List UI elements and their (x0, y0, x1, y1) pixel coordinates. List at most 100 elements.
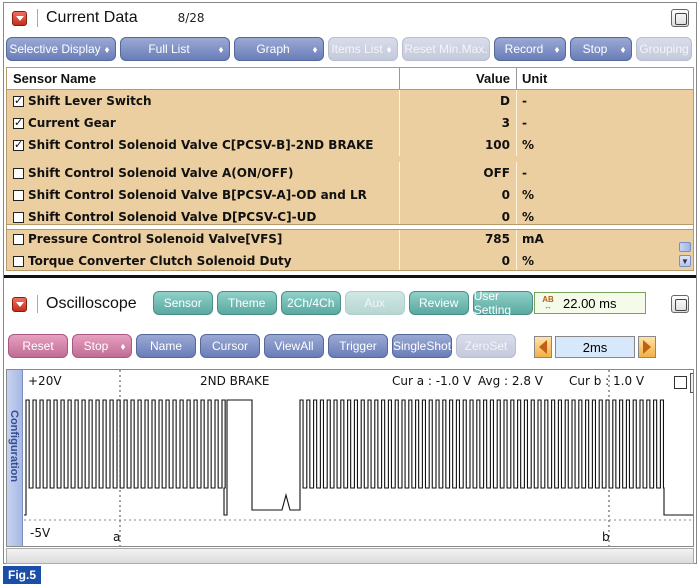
sensor-name: Shift Control Solenoid Valve C[PCSV-B]-2… (28, 138, 374, 152)
table-scrollbar[interactable]: ▼ (678, 236, 692, 270)
tab-user-setting[interactable]: User Setting (472, 289, 533, 317)
graph-button[interactable]: Graph (234, 37, 324, 61)
sensor-name: Current Gear (28, 116, 116, 130)
maximize-current-data-icon[interactable] (671, 9, 689, 27)
tab-review[interactable]: Review (408, 291, 469, 315)
bottom-voltage-label: -5V (30, 526, 51, 540)
row-checkbox[interactable] (13, 255, 24, 267)
viewall-button[interactable]: ViewAll (264, 334, 324, 358)
sensor-name-cell: Shift Control Solenoid Valve D[PCSV-C]-U… (7, 206, 400, 228)
scroll-down-icon[interactable]: ▼ (679, 255, 691, 267)
table-row[interactable]: Shift Control Solenoid Valve A(ON/OFF) OF… (7, 162, 693, 184)
tab-aux[interactable]: Aux (344, 291, 405, 315)
cursor-a-marker: a (113, 530, 121, 544)
scope-option-checkbox[interactable] (674, 376, 687, 389)
row-checkbox[interactable] (13, 116, 24, 129)
timebase-value[interactable]: 2ms (555, 336, 635, 358)
current-data-title: Current Data (46, 9, 138, 26)
sensor-value: D (400, 90, 517, 112)
row-checkbox[interactable] (13, 94, 24, 107)
sensor-table: Sensor Name Value Unit Shift Lever Switc… (6, 67, 694, 271)
items-list-button[interactable]: Items List (328, 37, 398, 61)
oscilloscope-title: Oscilloscope (46, 295, 137, 312)
sensor-name-cell: Current Gear (7, 112, 400, 134)
sensor-name: Torque Converter Clutch Solenoid Duty (28, 254, 292, 268)
record-button[interactable]: Record (494, 37, 566, 61)
current-data-toolbar: Selective DisplayFull ListGraphItems Lis… (6, 37, 692, 63)
figure-label: Fig.5 (3, 566, 41, 584)
sensor-name: Shift Control Solenoid Valve A(ON/OFF) (28, 166, 294, 180)
cursor-button[interactable]: Cursor (200, 334, 260, 358)
current-data-header: Current Data 8/28 (4, 3, 696, 33)
sensor-value: 100 (400, 134, 517, 156)
table-row[interactable]: Current Gear 3- (7, 112, 693, 134)
full-list-button[interactable]: Full List (120, 37, 230, 61)
panel-divider[interactable] (4, 275, 696, 278)
reset-min-max-button[interactable]: Reset Min.Max. (402, 37, 490, 61)
timebase-increase-icon[interactable] (638, 336, 656, 358)
cursor-b-readout: Cur b : 1.0 V (569, 374, 645, 388)
sensor-name-cell: Shift Control Solenoid Valve A(ON/OFF) (7, 162, 400, 184)
waveform-plot[interactable]: +20V 2ND BRAKE Cur a : -1.0 V Avg : 2.8 … (24, 370, 693, 546)
header-separator (37, 295, 38, 313)
item-count: 8/28 (177, 11, 205, 25)
scope-panel-toggle-icon[interactable] (690, 373, 693, 393)
row-checkbox[interactable] (13, 189, 24, 201)
trigger-button[interactable]: Trigger (328, 334, 388, 358)
column-header-sensor-name[interactable]: Sensor Name (7, 68, 400, 89)
waveform-svg (24, 370, 693, 546)
sensor-unit: % (522, 138, 535, 152)
table-row[interactable]: Shift Lever Switch D- (7, 90, 693, 112)
timebase-selector: 2ms (534, 335, 656, 359)
row-checkbox[interactable] (13, 138, 24, 151)
tab-theme[interactable]: Theme (216, 291, 277, 315)
main-window: Current Data 8/28 Selective DisplayFull … (3, 2, 697, 564)
table-row[interactable]: Torque Converter Clutch Solenoid Duty 0% (7, 250, 693, 270)
time-per-div-display: AB ↔ 22.00 ms (534, 292, 646, 314)
sensor-name-cell: Shift Lever Switch (7, 90, 400, 112)
sensor-value: 0 (400, 250, 517, 270)
sensor-unit: - (522, 116, 527, 130)
stop-button[interactable]: Stop (72, 334, 132, 358)
grouping-button[interactable]: Grouping (636, 37, 692, 61)
collapse-current-data-icon[interactable] (12, 10, 27, 26)
scrollbar-thumb[interactable] (679, 242, 691, 252)
zeroset-button[interactable]: ZeroSet (456, 334, 516, 358)
waveform-trace (24, 399, 693, 516)
sensor-value: 3 (400, 112, 517, 134)
average-readout: Avg : 2.8 V (478, 374, 544, 388)
timebase-decrease-icon[interactable] (534, 336, 552, 358)
table-row[interactable]: Shift Control Solenoid Valve B[PCSV-A]-O… (7, 184, 693, 206)
sensor-name-cell: Torque Converter Clutch Solenoid Duty (7, 250, 400, 270)
tab-sensor[interactable]: Sensor (152, 291, 213, 315)
collapse-oscilloscope-icon[interactable] (12, 296, 27, 312)
column-header-value[interactable]: Value (400, 68, 517, 89)
singleshot-button[interactable]: SingleShot (392, 334, 452, 358)
table-row[interactable]: Shift Control Solenoid Valve D[PCSV-C]-U… (7, 206, 693, 228)
oscilloscope-controls: ResetStopNameCursorViewAllTriggerSingleS… (8, 334, 516, 360)
maximize-oscilloscope-icon[interactable] (671, 295, 689, 313)
table-row[interactable]: Shift Control Solenoid Valve C[PCSV-B]-2… (7, 134, 693, 156)
stop-button[interactable]: Stop (570, 37, 632, 61)
oscilloscope-plot-area[interactable]: Configuration +20V 2ND BRAKE Cur a : -1.… (6, 369, 694, 547)
configuration-tab[interactable]: Configuration (7, 370, 23, 546)
oscilloscope-tabs: Sensor Theme 2Ch/4Ch Aux Review User Setting (152, 289, 533, 317)
plot-horizontal-scrollbar[interactable] (6, 548, 694, 564)
column-header-unit[interactable]: Unit (522, 71, 548, 86)
selective-display-button[interactable]: Selective Display (6, 37, 116, 61)
name-button[interactable]: Name (136, 334, 196, 358)
top-voltage-label: +20V (28, 374, 62, 388)
tab-2ch-4ch[interactable]: 2Ch/4Ch (280, 291, 341, 315)
time-per-div-value: 22.00 ms (563, 295, 617, 311)
table-row[interactable]: Pressure Control Solenoid Valve[VFS] 785 m… (7, 228, 693, 250)
row-checkbox[interactable] (13, 211, 24, 223)
sensor-unit: - (522, 94, 527, 108)
header-separator (37, 9, 38, 27)
sensor-value: 0 (400, 184, 517, 206)
row-checkbox[interactable] (13, 167, 24, 179)
sensor-unit: % (522, 254, 535, 268)
reset-button[interactable]: Reset (8, 334, 68, 358)
sensor-name: Pressure Control Solenoid Valve[VFS] (28, 232, 283, 246)
row-checkbox[interactable] (13, 233, 24, 245)
oscilloscope-header: Oscilloscope Sensor Theme 2Ch/4Ch Aux Review… (4, 289, 696, 319)
